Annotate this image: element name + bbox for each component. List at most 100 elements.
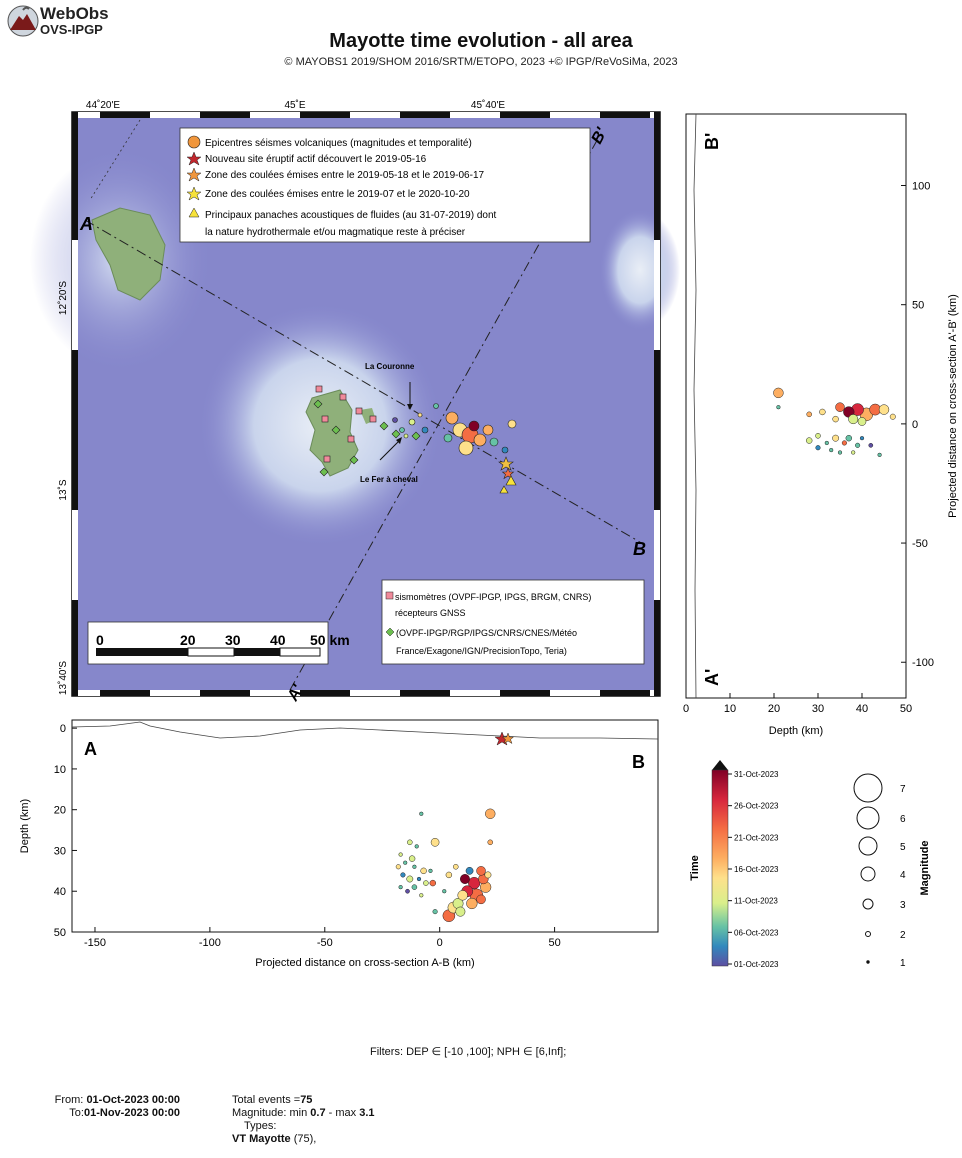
page-subtitle: © MAYOBS1 2019/SHOM 2016/SRTM/ETOPO, 202… (284, 56, 678, 68)
svg-text:la nature hydrothermale et/ou: la nature hydrothermale et/ou magmatique… (205, 227, 466, 238)
ab-ytick-label: 20 (54, 805, 66, 817)
apbp-epicenter-point (841, 440, 847, 446)
ab-epicenter-point (465, 866, 474, 875)
magnitude-label: 3 (900, 900, 906, 911)
map-stations (313, 385, 421, 477)
magnitude-label: 7 (900, 784, 906, 795)
apbp-bathymetry-line (693, 113, 697, 699)
apbp-epicenter-point (857, 417, 867, 426)
apbp-ylabel: Projected distance on cross-section A'-B… (947, 294, 959, 518)
magnitude-circle (853, 773, 883, 803)
colorbar-label: 31-Oct-2023 (734, 770, 779, 779)
seismometer-square-icon (385, 591, 394, 600)
page-title: Mayotte time evolution - all area (329, 30, 633, 52)
filters-label: Filters: (370, 1046, 403, 1058)
colorbar-label: 16-Oct-2023 (734, 865, 779, 874)
apbp-epicenter-point (832, 434, 840, 442)
from-label: From: (54, 1094, 84, 1106)
ab-epicenter-point (398, 852, 403, 857)
ab-ytick-label: 50 (54, 927, 66, 939)
from-value: 01-Oct-2023 00:00 (86, 1094, 180, 1106)
eruptive-site-star-icon (498, 456, 514, 471)
apbp-epicenter-point (832, 415, 839, 423)
ab-epicenter-point (420, 867, 427, 875)
apbp-ytick-label: -50 (912, 538, 928, 550)
apbp-corner-Bp: B' (702, 133, 722, 150)
map-epicenters (382, 403, 517, 456)
map-legend: Epicentres séismes volcaniques (magnitud… (179, 127, 591, 243)
apbp-ytick-label: 100 (912, 181, 930, 193)
ab-epicenter-point (407, 839, 413, 846)
colorbar-label: 11-Oct-2023 (734, 897, 778, 906)
apbp-epicenter-point (851, 450, 856, 455)
ab-epicenter-point (412, 864, 417, 869)
orange-star-icon (186, 167, 202, 182)
mag-min: 0.7 (310, 1107, 326, 1119)
map-top-tick: 45˚40'E (471, 99, 505, 111)
apbp-ytick-label: 50 (912, 300, 924, 312)
yellow-triangle-icon (188, 207, 200, 218)
total-label: Total events = (232, 1094, 301, 1106)
webobs-logo-icon (7, 5, 39, 37)
apbp-epicenter-point (859, 436, 865, 441)
apbp-xtick-label: 10 (724, 703, 736, 715)
apbp-ytick-label: 0 (912, 419, 918, 431)
yellow-star-icon (186, 186, 202, 201)
map-label-A: A (79, 214, 93, 234)
filters-line: Filters: DEP ∈ [-10 ,100]; NPH ∈ [6,Inf]… (370, 1046, 566, 1059)
svg-text:Epicentres séismes volcaniques: Epicentres séismes volcaniques (magnitud… (205, 138, 472, 149)
island-west (91, 207, 166, 301)
ab-epicenter-point (455, 906, 466, 917)
magnitude-circle (860, 866, 876, 882)
map-label-B: B (633, 539, 646, 559)
ab-epicenter-point (484, 871, 492, 879)
colorbar-title: Time (689, 855, 701, 880)
ab-epicenter-point (429, 879, 437, 887)
mag-label: Magnitude: min (232, 1107, 308, 1119)
to-label: To: (69, 1107, 84, 1119)
ab-epicenter-point (406, 875, 414, 883)
section-line-AB (84, 219, 646, 546)
magnitude-circle (862, 898, 874, 910)
apbp-epicenter-point (868, 443, 874, 448)
ab-epicenter-point (468, 877, 481, 890)
map-scalebar: 0 20 30 40 50 km (87, 621, 350, 665)
apbp-epicenter-point (829, 447, 834, 453)
svg-text:Principaux panaches acoustique: Principaux panaches acoustiques de fluid… (205, 210, 497, 221)
annotation-fer: Le Fer à cheval (360, 475, 418, 484)
ab-epicenter-point (476, 894, 486, 905)
apbp-xtick-label: 40 (856, 703, 868, 715)
ab-epicenter-point (419, 811, 424, 816)
apbp-epicenter-point (805, 437, 813, 444)
ab-epicenter-point (476, 866, 486, 876)
magnitude-circle (858, 836, 878, 856)
logo-title: WebObs (40, 4, 109, 23)
ab-epicenter-point (400, 872, 406, 878)
mag-sep: - max (328, 1107, 357, 1119)
map-panel: 44˚20'E 45˚E 45˚40'E 12˚20'S 13˚S 13˚40'… (30, 99, 680, 705)
map-top-tick: 45˚E (284, 99, 305, 111)
ab-epicenter-point (459, 874, 470, 884)
ab-xlabel: Projected distance on cross-section A-B … (255, 957, 474, 969)
ab-epicenter-point (453, 863, 459, 870)
svg-text:(OVPF-IPGP/RGP/IPGS/CNRS/CNES/: (OVPF-IPGP/RGP/IPGS/CNRS/CNES/Météo (396, 628, 577, 638)
stats-block: Total events =75 Magnitude: min 0.7 - ma… (232, 1094, 375, 1146)
ab-bathymetry-line (71, 721, 659, 740)
apbp-xtick-label: 20 (768, 703, 780, 715)
apbp-xtick-label: 50 (900, 703, 912, 715)
ab-epicenter-point (419, 893, 424, 898)
ab-epicenter-point (416, 876, 422, 882)
map-left-tick: 13˚S (57, 479, 69, 500)
apbp-epicenter-point (824, 440, 829, 446)
cross-section-ab-chart: -150 -100 -50 0 50 0 10 20 30 40 50 A B Projected … (19, 719, 659, 969)
ab-xtick-label: -50 (317, 937, 333, 949)
apbp-epicenter-point (855, 442, 861, 448)
colorbar-label: 01-Oct-2023 (734, 960, 779, 969)
date-range: From: 01-Oct-2023 00:00 To:01-Nov-2023 0… (20, 1094, 180, 1120)
svg-text:Nouveau site éruptif actif déc: Nouveau site éruptif actif découvert le … (205, 154, 427, 165)
ab-epicenter-point (411, 884, 418, 890)
ab-epicenter-point (442, 889, 447, 894)
ab-epicenter-point (457, 890, 468, 901)
svg-text:20: 20 (180, 632, 196, 648)
epicentre-circle-icon (187, 135, 201, 149)
